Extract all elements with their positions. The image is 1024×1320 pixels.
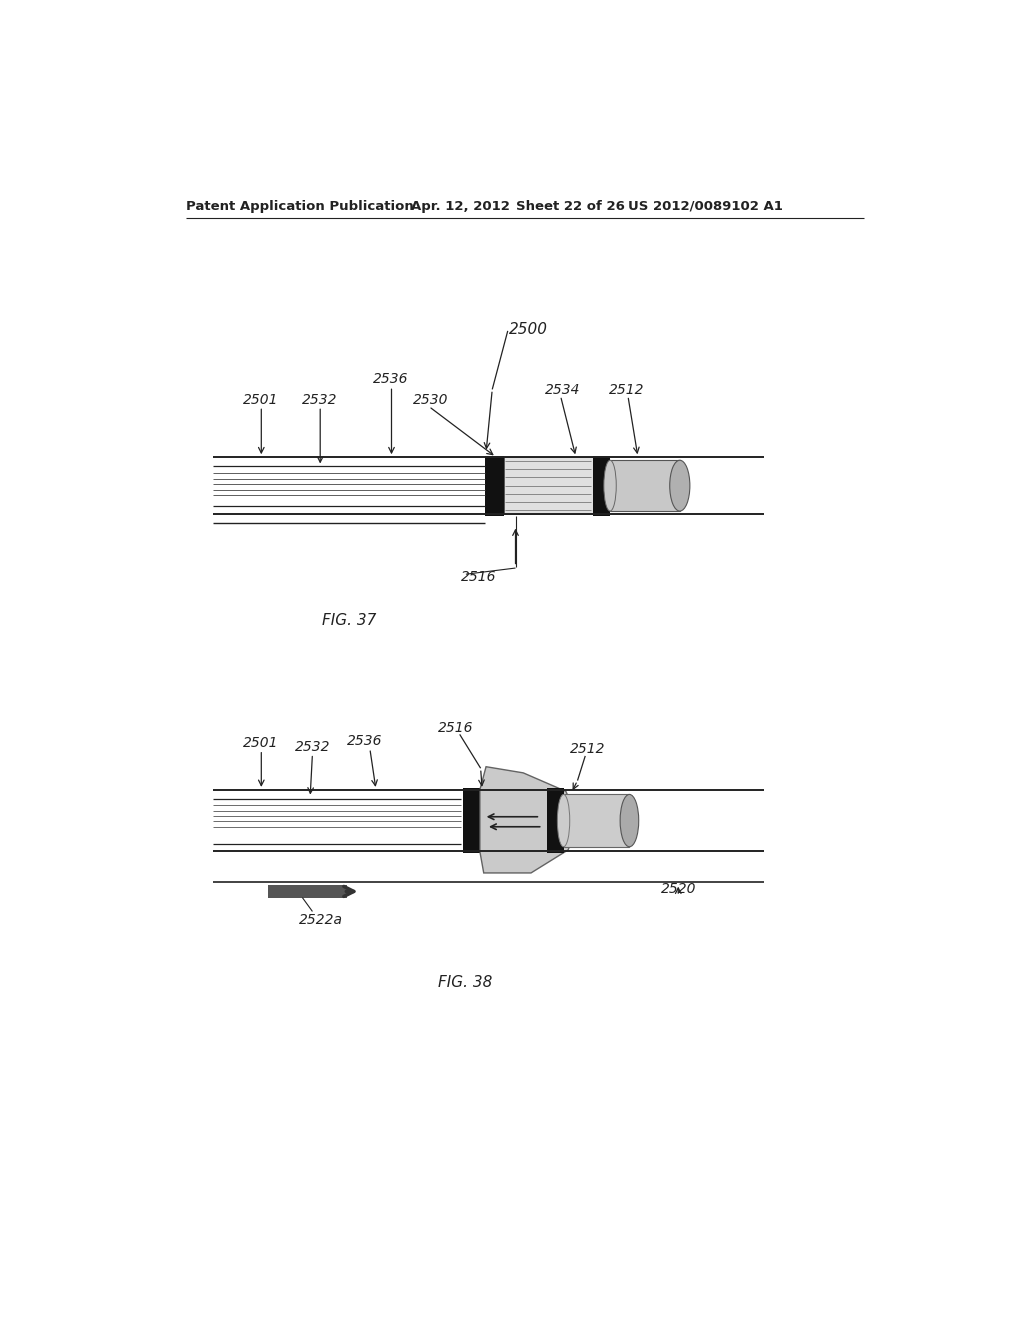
Text: 2532: 2532 <box>295 739 330 754</box>
Bar <box>563 795 630 847</box>
Text: 2516: 2516 <box>438 721 473 734</box>
Text: 2522a: 2522a <box>299 913 342 927</box>
Text: 2516: 2516 <box>461 570 497 585</box>
Text: US 2012/0089102 A1: US 2012/0089102 A1 <box>628 199 782 213</box>
Text: 2501: 2501 <box>243 393 279 408</box>
Polygon shape <box>480 767 579 873</box>
Ellipse shape <box>557 795 569 847</box>
Text: Sheet 22 of 26: Sheet 22 of 26 <box>515 199 625 213</box>
Text: 2534: 2534 <box>545 383 581 397</box>
Ellipse shape <box>604 461 616 511</box>
Text: 2500: 2500 <box>509 322 548 337</box>
Bar <box>593 455 610 516</box>
Text: 2501: 2501 <box>243 737 279 750</box>
Text: 2512: 2512 <box>608 383 644 397</box>
Bar <box>504 457 593 515</box>
Text: 2512: 2512 <box>569 742 605 756</box>
Text: 2536: 2536 <box>347 734 383 748</box>
Ellipse shape <box>670 461 690 511</box>
Text: 2520: 2520 <box>662 882 696 896</box>
Text: 2532: 2532 <box>302 393 338 408</box>
Text: FIG. 37: FIG. 37 <box>322 612 376 628</box>
Text: FIG. 38: FIG. 38 <box>438 974 493 990</box>
Bar <box>463 788 480 853</box>
Bar <box>267 884 346 899</box>
Ellipse shape <box>621 795 639 847</box>
Text: Patent Application Publication: Patent Application Publication <box>186 199 414 213</box>
Bar <box>484 455 504 516</box>
Text: Apr. 12, 2012: Apr. 12, 2012 <box>411 199 510 213</box>
Text: 2536: 2536 <box>373 372 409 387</box>
Bar <box>610 461 680 511</box>
Bar <box>547 788 563 853</box>
Text: 2530: 2530 <box>414 393 449 408</box>
